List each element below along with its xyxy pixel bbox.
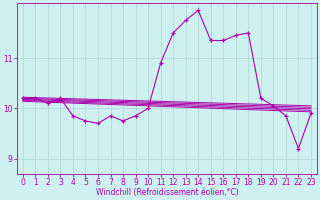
X-axis label: Windchill (Refroidissement éolien,°C): Windchill (Refroidissement éolien,°C) (96, 188, 238, 197)
